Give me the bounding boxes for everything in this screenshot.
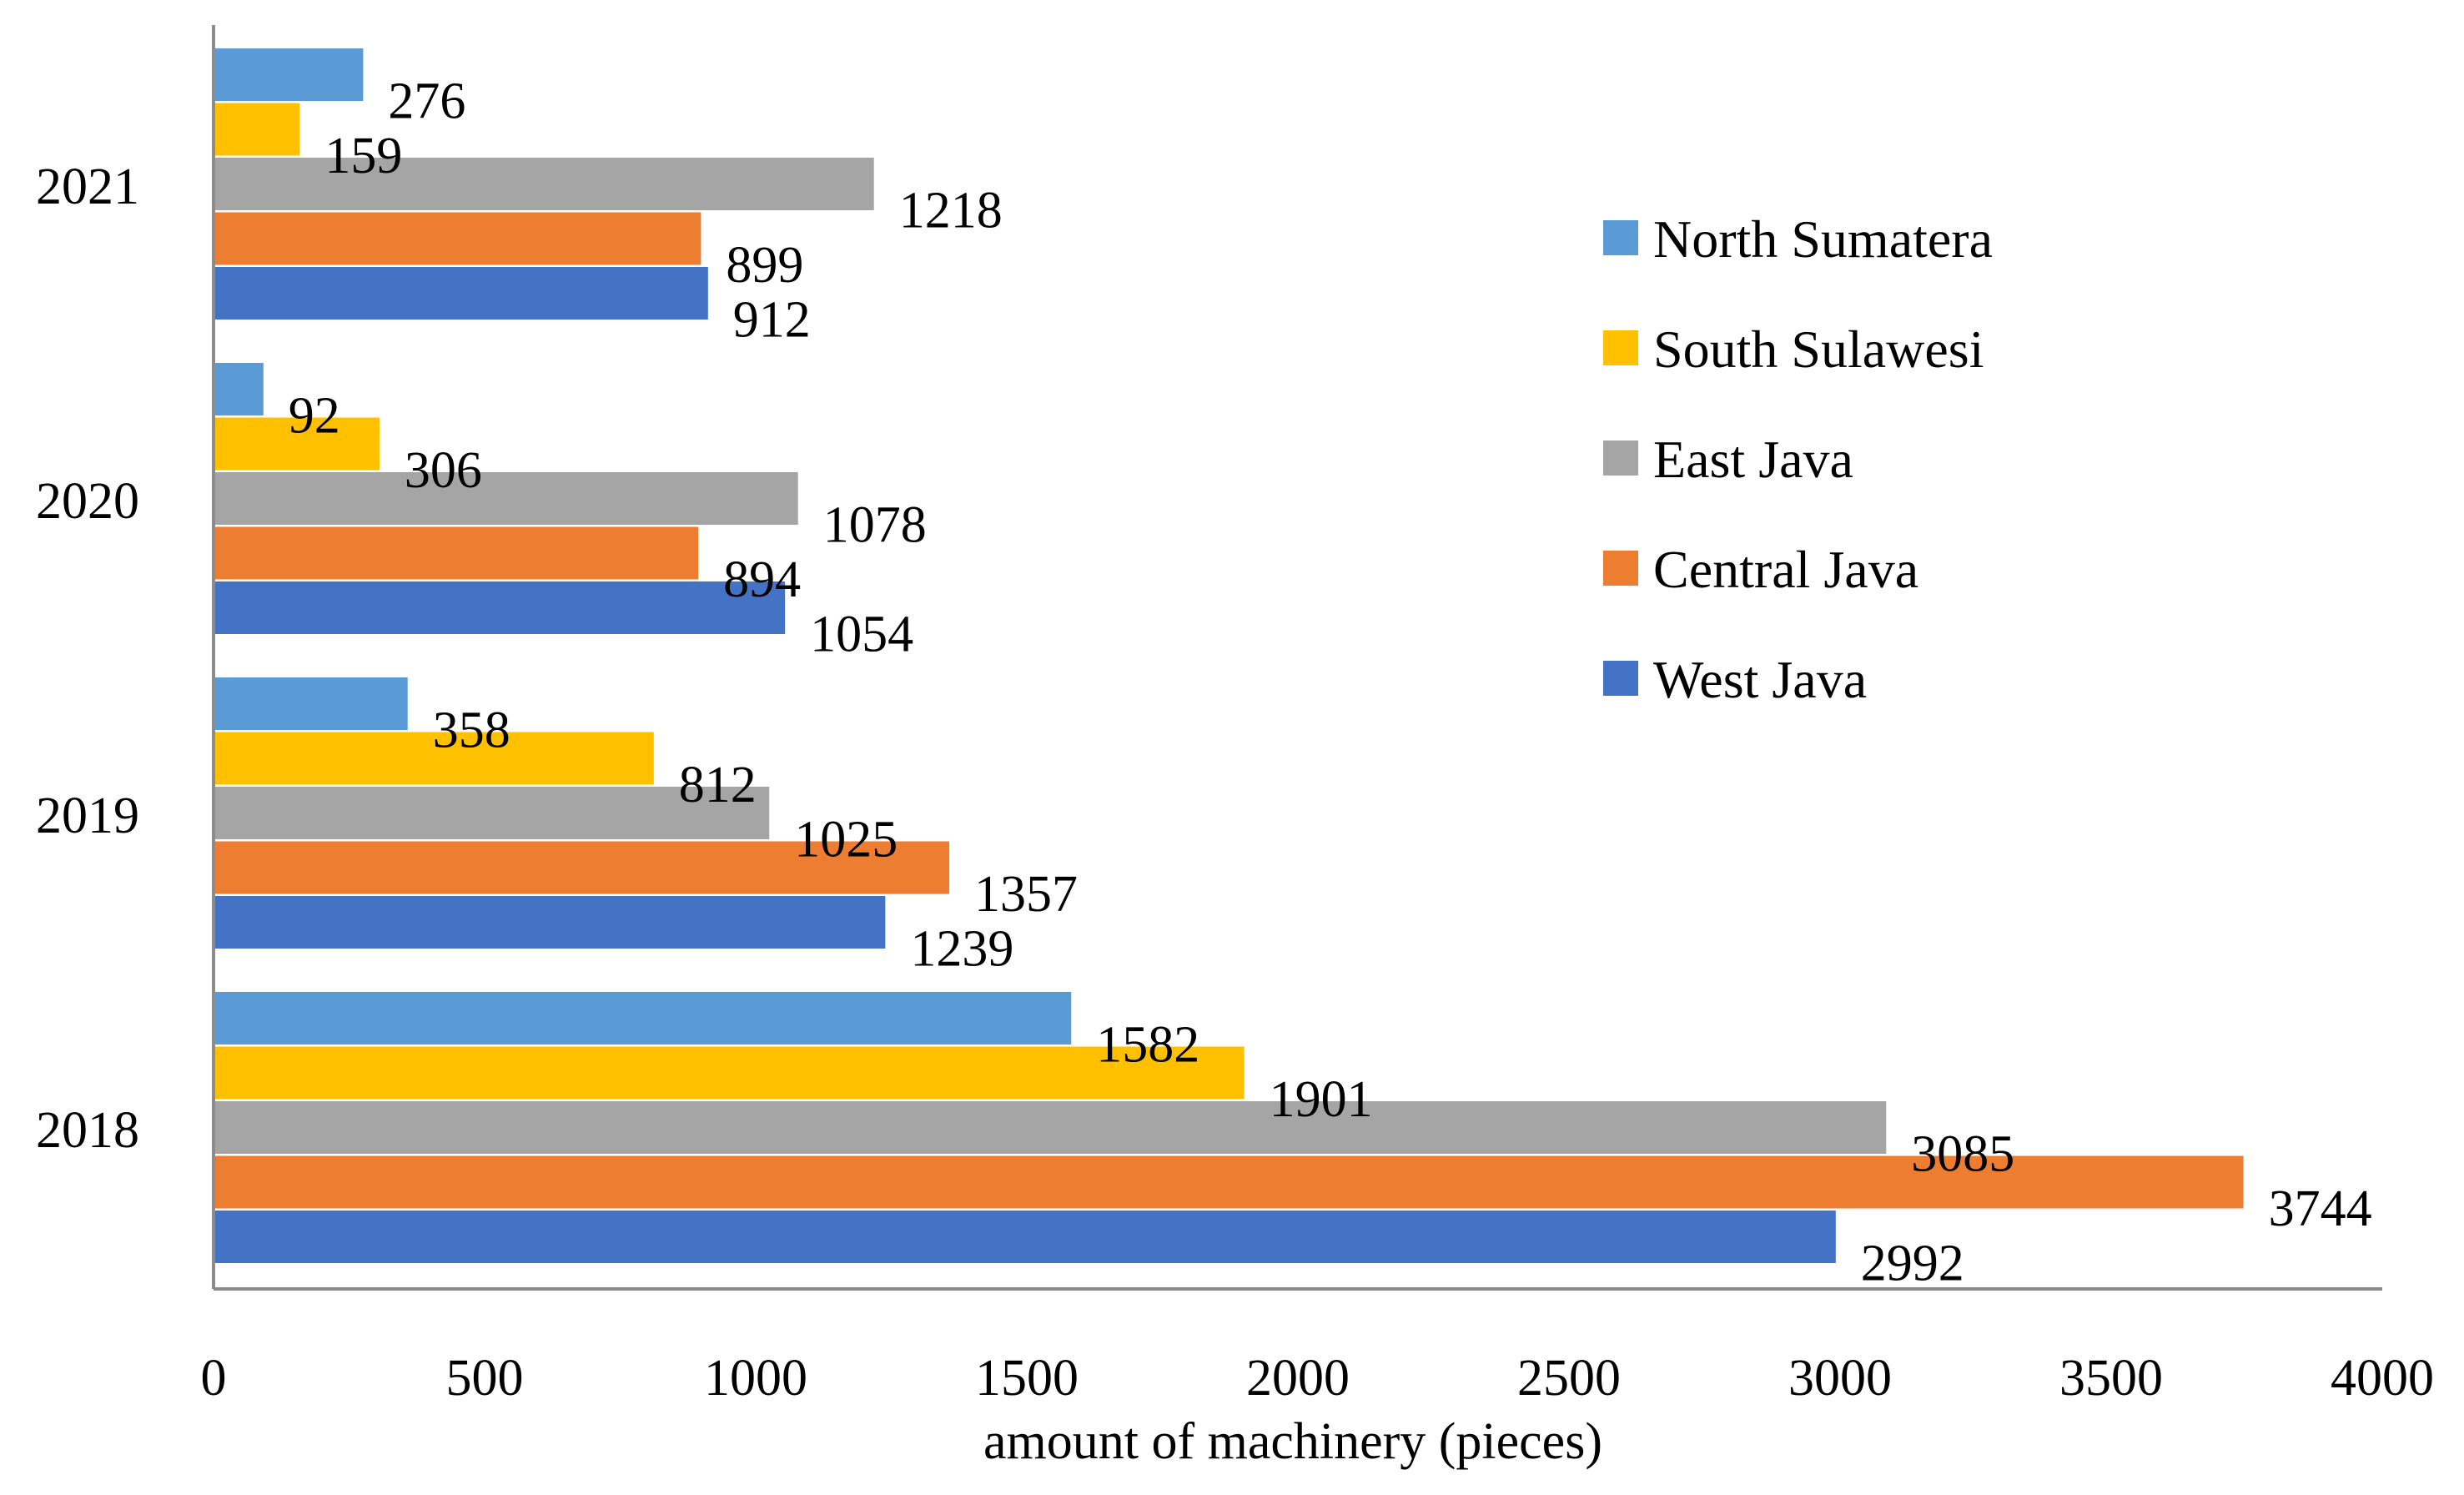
bars-layer xyxy=(214,48,2244,1263)
bar-2018-south-sulawesi xyxy=(214,1046,1245,1100)
data-label-2021-north-sumatera: 276 xyxy=(388,73,465,130)
data-label-2020-south-sulawesi: 306 xyxy=(405,442,482,499)
bar-2021-south-sulawesi xyxy=(214,103,300,156)
bar-2021-west-java xyxy=(214,267,708,320)
legend-label-west-java: West Java xyxy=(1653,650,1867,709)
legend-swatch-west-java xyxy=(1603,661,1638,696)
x-tick-label-500: 500 xyxy=(446,1350,524,1407)
category-label-2021: 2021 xyxy=(36,159,139,215)
bar-2021-east-java xyxy=(214,158,874,210)
category-label-2019: 2019 xyxy=(36,788,139,844)
x-tick-labels: 0 500 1000 1500 2000 2500 3000 3500 4000 xyxy=(201,1350,2435,1407)
x-axis-title: amount of machinery (pieces) xyxy=(983,1413,1602,1470)
x-tick-label-1000: 1000 xyxy=(704,1350,807,1407)
bar-2018-west-java xyxy=(214,1211,1836,1263)
data-label-2019-central-java: 1357 xyxy=(974,866,1078,923)
data-label-2018-south-sulawesi: 1901 xyxy=(1270,1071,1373,1128)
bar-2020-north-sumatera xyxy=(214,363,264,415)
bar-2018-east-java xyxy=(214,1101,1887,1154)
data-label-2019-west-java: 1239 xyxy=(910,921,1013,978)
legend-label-east-java: East Java xyxy=(1653,430,1853,489)
category-labels: 2021 2020 2019 2018 xyxy=(36,159,139,1159)
bar-2021-north-sumatera xyxy=(214,48,364,101)
legend-swatch-central-java xyxy=(1603,551,1638,586)
data-label-2021-south-sulawesi: 159 xyxy=(324,128,402,184)
data-label-2020-west-java: 1054 xyxy=(810,607,913,663)
data-label-2018-north-sumatera: 1582 xyxy=(1096,1017,1199,1074)
axes-layer xyxy=(212,25,2382,1291)
bar-2018-central-java xyxy=(214,1155,2244,1209)
legend-label-south-sulawesi: South Sulawesi xyxy=(1653,320,1984,379)
legend-swatch-north-sumatera xyxy=(1603,220,1638,255)
category-label-2020: 2020 xyxy=(36,473,139,530)
bar-2020-central-java xyxy=(214,526,699,580)
data-label-2019-south-sulawesi: 812 xyxy=(679,757,757,813)
data-label-2021-east-java: 1218 xyxy=(899,183,1003,239)
x-tick-label-3500: 3500 xyxy=(2059,1350,2163,1407)
legend-label-north-sumatera: North Sumatera xyxy=(1653,209,1993,269)
data-label-2021-central-java: 899 xyxy=(726,237,803,294)
bar-2021-central-java xyxy=(214,212,701,265)
bar-2019-north-sumatera xyxy=(214,677,408,730)
data-label-2018-east-java: 3085 xyxy=(1911,1126,2014,1183)
legend-swatch-south-sulawesi xyxy=(1603,330,1638,365)
data-label-2018-central-java: 3744 xyxy=(2269,1180,2372,1237)
x-tick-label-3000: 3000 xyxy=(1788,1350,1892,1407)
bar-2019-south-sulawesi xyxy=(214,732,654,785)
bar-2020-west-java xyxy=(214,581,786,634)
data-label-2020-north-sumatera: 92 xyxy=(289,388,340,445)
x-tick-label-4000: 4000 xyxy=(2331,1350,2434,1407)
legend-swatch-east-java xyxy=(1603,440,1638,476)
legend: North Sumatera South Sulawesi East Java Cen… xyxy=(1603,209,1993,709)
data-label-2018-west-java: 2992 xyxy=(1861,1236,1964,1292)
data-label-2021-west-java: 912 xyxy=(733,292,811,349)
x-tick-label-2500: 2500 xyxy=(1517,1350,1621,1407)
bar-2020-south-sulawesi xyxy=(214,417,380,471)
bar-2019-east-java xyxy=(214,787,770,839)
data-label-2019-north-sumatera: 358 xyxy=(433,702,510,759)
x-tick-label-1500: 1500 xyxy=(975,1350,1079,1407)
data-label-2019-east-java: 1025 xyxy=(794,812,898,868)
x-tick-label-0: 0 xyxy=(201,1350,227,1407)
bar-2020-east-java xyxy=(214,472,798,525)
data-label-2020-east-java: 1078 xyxy=(823,497,927,554)
category-label-2018: 2018 xyxy=(36,1102,139,1159)
legend-label-central-java: Central Java xyxy=(1653,540,1918,599)
x-tick-label-2000: 2000 xyxy=(1246,1350,1350,1407)
bar-2018-north-sumatera xyxy=(214,992,1072,1044)
bar-2019-west-java xyxy=(214,896,886,949)
bar-2019-central-java xyxy=(214,841,950,894)
data-label-2020-central-java: 894 xyxy=(723,551,801,608)
